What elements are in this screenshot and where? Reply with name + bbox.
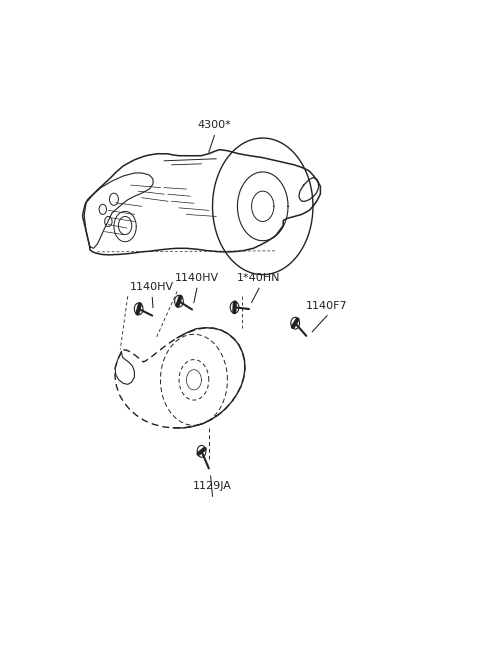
Text: 1129JA: 1129JA: [193, 481, 232, 491]
Text: 1*40HN: 1*40HN: [237, 273, 281, 283]
Text: 1140HV: 1140HV: [175, 273, 219, 283]
Text: 1140HV: 1140HV: [130, 283, 174, 292]
Text: 4300*: 4300*: [197, 120, 231, 131]
Text: 1140F7: 1140F7: [306, 300, 348, 311]
